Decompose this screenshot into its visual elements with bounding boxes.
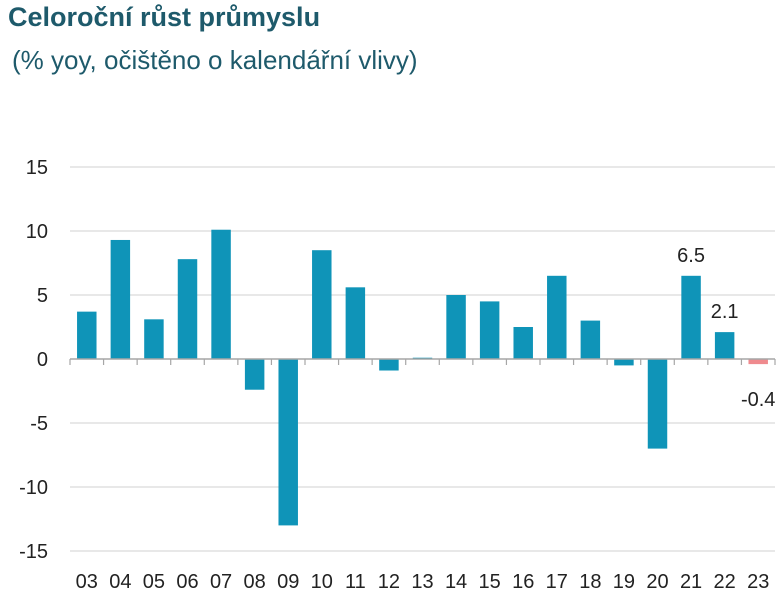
bar-12 xyxy=(379,359,399,371)
x-tick-label: 03 xyxy=(76,571,98,592)
chart-subtitle: (% yoy, očištěno o kalendářní vlivy) xyxy=(12,45,418,75)
chart-title: Celoroční růst průmyslu xyxy=(8,2,321,32)
x-tick-label: 15 xyxy=(479,571,501,592)
x-tick-label: 21 xyxy=(680,571,702,592)
bar-10 xyxy=(312,250,332,359)
x-tick-label: 04 xyxy=(109,571,131,592)
bar-08 xyxy=(244,359,265,390)
bar-11 xyxy=(345,287,366,359)
bar-17 xyxy=(547,275,567,359)
bar-09 xyxy=(278,359,298,526)
x-tick-label: 11 xyxy=(345,571,366,592)
x-tick-label: 14 xyxy=(445,571,467,592)
y-tick-label: 0 xyxy=(37,349,48,371)
data-label: -0.4 xyxy=(741,389,775,411)
x-tick-label: 19 xyxy=(613,571,635,592)
data-label: 6.5 xyxy=(677,245,705,267)
x-tick-label: 09 xyxy=(277,571,299,592)
bar-21 xyxy=(681,275,701,359)
y-tick-label: 15 xyxy=(26,157,48,179)
x-tick-label: 13 xyxy=(411,571,433,592)
bar-23 xyxy=(748,359,768,365)
x-tick-label: 20 xyxy=(646,571,668,592)
y-tick-label: -10 xyxy=(19,477,48,499)
x-tick-label: 10 xyxy=(311,571,333,592)
y-tick-label: 5 xyxy=(37,285,48,307)
x-tick-label: 17 xyxy=(546,571,568,592)
x-tick-label: 16 xyxy=(512,571,534,592)
x-axis-ticks: 03 04 05 06 07 08 09 10 11 12 13 14 15 16 17 18 19 20 21 22… xyxy=(76,571,770,592)
bar-14 xyxy=(446,295,466,359)
x-axis xyxy=(69,358,776,365)
y-tick-label: -5 xyxy=(30,413,48,435)
bar-07 xyxy=(211,229,231,359)
data-label: 2.1 xyxy=(711,301,739,323)
bar-06 xyxy=(177,259,198,359)
bar-18 xyxy=(580,320,601,359)
bar-05 xyxy=(144,319,164,359)
bar-03 xyxy=(77,311,97,359)
data-labels: 6.5 2.1 -0.4 xyxy=(677,245,775,411)
bars xyxy=(77,229,768,526)
bar-16 xyxy=(513,327,533,359)
y-tick-label: -15 xyxy=(19,541,48,563)
x-tick-label: 08 xyxy=(244,571,266,592)
bar-22 xyxy=(714,332,735,359)
bar-15 xyxy=(479,301,500,359)
y-tick-label: 10 xyxy=(26,221,48,243)
bar-20 xyxy=(647,359,668,449)
bar-04 xyxy=(110,239,131,359)
x-tick-label: 06 xyxy=(176,571,198,592)
x-tick-label: 05 xyxy=(143,571,165,592)
bar-19 xyxy=(614,359,634,366)
x-tick-label: 22 xyxy=(714,571,736,592)
x-tick-label: 23 xyxy=(747,571,769,592)
x-tick-label: 07 xyxy=(210,571,232,592)
y-axis-ticks: 15 10 5 0 -5 -10 -15 xyxy=(19,157,48,563)
x-tick-label: 18 xyxy=(579,571,601,592)
x-tick-label: 12 xyxy=(378,571,400,592)
